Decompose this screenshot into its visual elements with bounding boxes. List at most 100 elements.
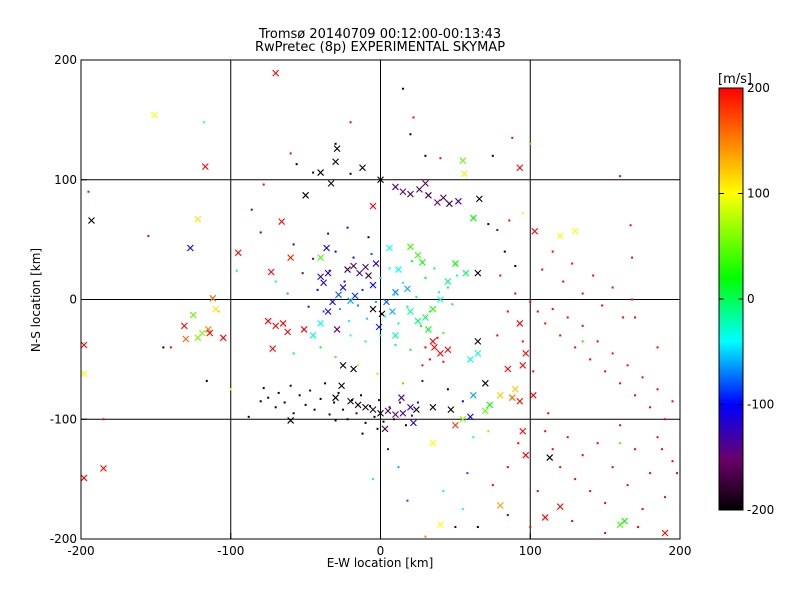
- data-point-x-marker: [434, 199, 441, 206]
- data-point-x-marker: [399, 409, 407, 417]
- y-tick-label: -100: [50, 412, 77, 426]
- data-point-dot: [367, 236, 370, 239]
- data-point-dot: [503, 250, 506, 253]
- data-point-x-marker: [194, 215, 202, 223]
- data-point-dot: [147, 235, 150, 238]
- data-point-dot: [283, 401, 286, 404]
- data-point-dot: [295, 163, 298, 166]
- data-point-dot: [292, 412, 295, 415]
- data-point-x-marker: [413, 406, 420, 414]
- colorbar-tick-label: 0: [747, 292, 755, 306]
- data-point-x-marker: [383, 298, 390, 306]
- data-point-x-marker: [451, 260, 459, 267]
- data-point-dot: [421, 379, 424, 382]
- y-tick-label: 100: [54, 173, 77, 187]
- data-point-x-marker: [496, 502, 504, 509]
- data-point-dot: [562, 280, 565, 283]
- data-point-dot: [312, 171, 315, 174]
- data-point-dot: [446, 388, 449, 391]
- data-point-dot: [392, 293, 395, 296]
- data-point-x-marker: [362, 403, 369, 411]
- data-point-x-marker: [369, 202, 377, 210]
- x-tick-label: 100: [519, 544, 542, 558]
- data-point-dot: [406, 499, 409, 502]
- data-point-x-marker: [381, 425, 389, 433]
- data-point-dot: [382, 420, 385, 423]
- data-point-dot: [289, 384, 292, 387]
- data-point-dot: [541, 268, 544, 271]
- data-point-dot: [611, 466, 614, 469]
- data-point-x-marker: [522, 451, 530, 459]
- data-point-dot: [442, 332, 445, 335]
- data-point-x-marker: [335, 291, 342, 299]
- data-point-dot: [397, 322, 400, 325]
- data-point-dot: [671, 460, 674, 463]
- data-point-x-marker: [469, 214, 477, 222]
- data-point-dot: [388, 406, 391, 409]
- data-point-x-marker: [359, 164, 366, 172]
- data-point-x-marker: [81, 341, 88, 349]
- data-point-dot: [559, 466, 562, 469]
- data-point-dot: [375, 300, 378, 303]
- data-point-dot: [424, 154, 427, 157]
- data-point-dot: [352, 256, 355, 259]
- x-axis-label: E-W location [km]: [327, 556, 434, 570]
- data-point-x-marker: [460, 170, 468, 178]
- data-point-dot: [506, 466, 509, 469]
- data-point-dot: [428, 358, 431, 361]
- data-point-dot: [472, 436, 475, 439]
- data-point-dot: [360, 394, 363, 397]
- data-point-dot: [596, 340, 599, 343]
- data-point-dot: [339, 308, 342, 311]
- data-point-dot: [415, 296, 418, 299]
- data-point-dot: [259, 400, 262, 403]
- data-point-dot: [409, 348, 412, 351]
- data-point-dot: [487, 430, 490, 433]
- data-point-x-marker: [474, 349, 482, 357]
- data-point-dot: [521, 340, 524, 343]
- data-point-x-marker: [347, 297, 354, 305]
- data-point-dot: [361, 288, 364, 291]
- data-point-dot: [428, 310, 431, 313]
- data-point-dot: [286, 292, 289, 295]
- y-tick-label: 200: [54, 53, 77, 67]
- data-point-x-marker: [616, 521, 624, 529]
- data-point-dot: [511, 136, 514, 139]
- data-point-dot: [436, 336, 439, 339]
- data-point-dot: [394, 344, 397, 347]
- data-point-x-marker: [344, 266, 351, 273]
- data-point-dot: [322, 310, 325, 313]
- data-point-x-marker: [287, 254, 295, 261]
- data-point-x-marker: [375, 323, 383, 331]
- data-point-x-marker: [444, 346, 452, 354]
- data-point-dot: [631, 256, 634, 259]
- axis-ticks: -200 -100 0 100 200 -200 -100 0 100 200: [50, 53, 692, 558]
- data-point-x-marker: [369, 305, 377, 313]
- data-point-x-marker: [365, 272, 372, 279]
- data-point-dot: [547, 412, 550, 415]
- data-point-dot: [604, 502, 607, 505]
- data-point-dot: [346, 418, 349, 421]
- data-point-dot: [529, 300, 532, 303]
- data-point-x-marker: [621, 517, 628, 525]
- data-point-dot: [631, 298, 634, 301]
- data-point-dot: [162, 346, 165, 349]
- data-point-dot: [641, 376, 644, 379]
- data-point-dot: [499, 274, 502, 277]
- data-point-dot: [205, 379, 208, 382]
- data-point-x-marker: [333, 145, 341, 153]
- data-point-x-marker: [272, 69, 280, 77]
- data-point-x-marker: [425, 326, 432, 333]
- data-point-dot: [581, 292, 584, 295]
- data-point-x-marker: [377, 176, 384, 184]
- data-point-x-marker: [529, 391, 537, 399]
- data-point-x-marker: [422, 314, 429, 321]
- data-point-x-marker: [333, 326, 341, 333]
- data-point-x-marker: [377, 409, 384, 417]
- data-point-x-marker: [317, 169, 324, 176]
- data-point-x-marker: [180, 322, 188, 330]
- data-point-dot: [559, 334, 562, 337]
- data-point-dot: [461, 400, 464, 403]
- data-point-dot: [235, 269, 238, 272]
